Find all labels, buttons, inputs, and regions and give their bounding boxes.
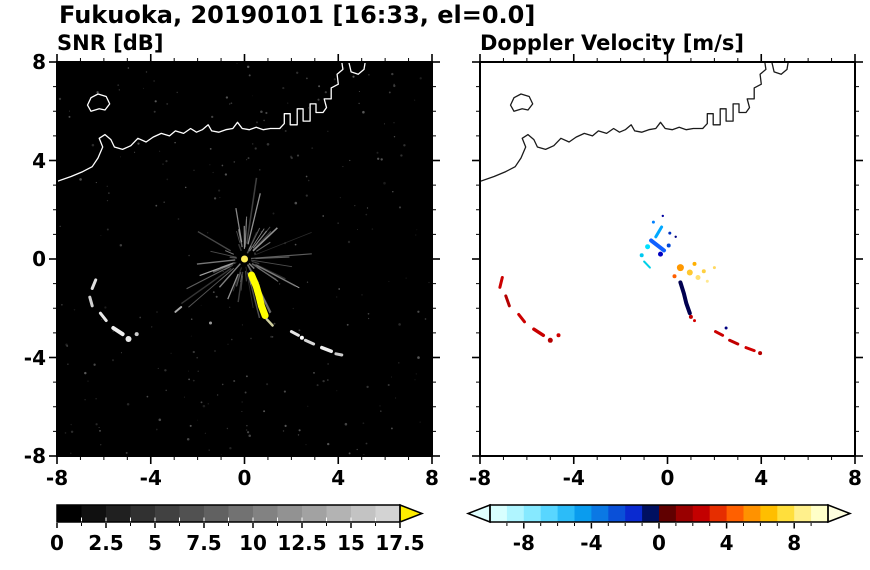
velocity-plot: [472, 54, 863, 464]
velocity-colorbar-tick-label: 8: [787, 531, 802, 555]
snr-panel-title: SNR [dB]: [57, 31, 164, 55]
velocity-x-tick-label: 4: [754, 466, 769, 490]
snr-colorbar-tick-label: 12.5: [277, 531, 327, 555]
snr-x-tick-label: -8: [45, 466, 69, 490]
snr-colorbar-tick-label: 15: [337, 531, 365, 555]
velocity-colorbar: [465, 503, 853, 533]
snr-plot: [49, 54, 440, 464]
velocity-colorbar-canvas: [465, 503, 853, 529]
plot-right-canvas: [472, 54, 863, 464]
snr-y-tick-label: -4: [23, 345, 46, 370]
snr-y-tick-label: 4: [32, 148, 46, 173]
velocity-x-tick-label: 8: [848, 466, 862, 490]
snr-x-tick-label: 0: [237, 466, 252, 490]
snr-colorbar-tick-label: 7.5: [186, 531, 222, 555]
velocity-colorbar-tick-label: 4: [719, 531, 734, 555]
snr-x-tick-label: 4: [331, 466, 346, 490]
snr-y-tick-label: 8: [32, 50, 46, 74]
snr-colorbar-tick-label: 2.5: [88, 531, 124, 555]
snr-colorbar-tick-label: 0: [50, 531, 64, 555]
snr-x-tick-label: 8: [425, 466, 439, 490]
velocity-colorbar-tick-label: -4: [580, 531, 603, 555]
plot-left-canvas: [49, 54, 440, 464]
snr-y-tick-label: -8: [23, 444, 46, 468]
velocity-x-tick-label: -4: [562, 466, 585, 490]
snr-colorbar: [56, 503, 425, 533]
velocity-panel-title: Doppler Velocity [m/s]: [480, 31, 744, 55]
snr-y-tick-label: 0: [32, 247, 46, 271]
snr-colorbar-canvas: [56, 503, 425, 528]
velocity-colorbar-tick-label: -8: [512, 531, 535, 555]
velocity-x-tick-label: -8: [468, 466, 492, 490]
figure-title: Fukuoka, 20190101 [16:33, el=0.0]: [59, 1, 536, 29]
velocity-colorbar-tick-label: 0: [652, 531, 666, 555]
snr-colorbar-tick-label: 10: [239, 531, 267, 555]
snr-x-tick-label: -4: [139, 466, 162, 490]
snr-colorbar-tick-label: 17.5: [375, 531, 425, 555]
snr-colorbar-tick-label: 5: [148, 531, 162, 555]
velocity-x-tick-label: 0: [660, 466, 675, 490]
